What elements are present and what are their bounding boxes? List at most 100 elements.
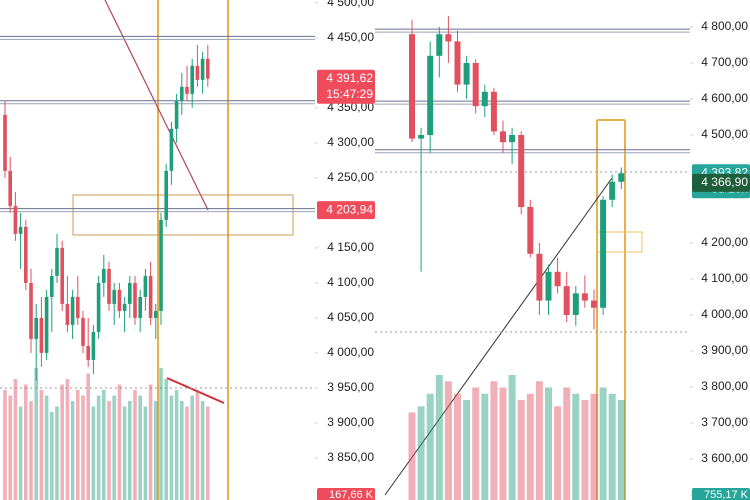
volume-bar <box>39 390 44 500</box>
volume-bar <box>563 387 571 500</box>
countdown-label: 15:47:29 <box>326 87 373 101</box>
candle-body <box>159 219 163 311</box>
volume-bar <box>554 406 562 500</box>
volume-bar <box>526 393 534 500</box>
volume-bar <box>13 379 18 500</box>
volume-bar <box>545 387 552 500</box>
candle-body <box>50 275 54 297</box>
candle-body <box>112 289 116 304</box>
volume-bar <box>169 395 174 500</box>
candle-body <box>13 205 18 234</box>
candle-body <box>8 170 12 206</box>
candle-body <box>55 247 59 276</box>
volume-bar <box>164 379 168 500</box>
candle-body <box>169 128 174 171</box>
volume-bar <box>117 384 122 500</box>
chart-panel: 4 500,004 450,004 350,004 300,004 250,00… <box>0 0 375 500</box>
trend-line <box>166 377 225 404</box>
candle-body <box>117 289 122 311</box>
volume-bar <box>44 395 49 500</box>
y-tick-label: 4 500,00 <box>327 0 374 9</box>
volume-bar <box>608 393 616 500</box>
volume-bar <box>463 400 471 500</box>
candle-body <box>44 296 49 353</box>
candle-body <box>148 275 153 318</box>
volume-bar <box>185 406 189 500</box>
candle-body <box>206 58 210 79</box>
candle-body <box>133 282 137 318</box>
volume-bar <box>148 384 153 500</box>
candle-body <box>600 199 607 308</box>
candle-body <box>86 345 90 360</box>
y-tick-label: 4 100,00 <box>327 275 374 289</box>
volume-bar <box>517 400 525 500</box>
drawings <box>0 0 690 500</box>
candle-body <box>527 206 534 254</box>
candle-body <box>572 293 579 315</box>
candle-body <box>60 247 64 304</box>
volume-bar <box>444 381 452 500</box>
candle-body <box>200 58 205 80</box>
volume-bar <box>34 368 38 500</box>
y-tick-label: 4 000,00 <box>327 345 374 359</box>
y-tick-label: 4 500,00 <box>701 127 748 141</box>
volume-bar <box>490 381 498 500</box>
volume-bar <box>499 387 507 500</box>
y-tick-label: 3 700,00 <box>701 415 748 429</box>
candle-body <box>436 34 443 56</box>
volume-bar <box>133 390 137 500</box>
candle-body <box>3 114 7 171</box>
candle-body <box>18 226 23 234</box>
y-tick-label: 3 950,00 <box>327 380 374 394</box>
candle-body <box>154 310 158 318</box>
candle-body <box>195 65 200 80</box>
y-tick-label: 3 900,00 <box>327 415 374 429</box>
y-tick-label: 4 600,00 <box>701 91 748 105</box>
volume-label: 167,66 K <box>329 489 374 500</box>
volume-bar <box>190 395 194 500</box>
volume-bar <box>143 406 148 500</box>
candle-body <box>190 65 194 94</box>
candle-body <box>24 226 28 283</box>
volume-bar <box>138 395 142 500</box>
candle-body <box>454 41 461 85</box>
volume-bar <box>70 401 75 500</box>
volume-bar <box>96 395 101 500</box>
volume-bar <box>55 406 59 500</box>
y-tick-label: 4 300,00 <box>327 135 374 149</box>
candle-body <box>427 55 434 135</box>
volume-bar <box>107 401 111 500</box>
candle-body <box>180 86 184 101</box>
candle-body <box>96 282 101 332</box>
candle-body <box>490 91 497 132</box>
y-tick-label: 4 800,00 <box>701 19 748 33</box>
candle-body <box>618 173 625 182</box>
volume-bar <box>206 406 210 500</box>
candle-body <box>500 131 506 143</box>
candle-body <box>76 296 80 318</box>
volume-bar <box>154 401 158 500</box>
zone-box <box>596 231 643 253</box>
y-tick-label: 3 900,00 <box>701 343 748 357</box>
volume-bar <box>65 379 70 500</box>
candle-body <box>581 293 588 301</box>
candle-body <box>481 91 488 107</box>
marked-price-box <box>317 201 375 220</box>
candle-body <box>463 62 470 85</box>
candle-body <box>545 271 552 301</box>
volume-bar <box>581 400 589 500</box>
y-tick-label: 4 700,00 <box>701 55 748 69</box>
candle-body <box>128 282 132 304</box>
chart-panel: 4 800,00 4 700,00 4 600,00 4 500,00 4 200,00… <box>375 16 750 500</box>
y-tick-label: 4 450,00 <box>327 30 374 44</box>
candle-body <box>536 253 543 301</box>
volume-label-box <box>692 488 750 500</box>
candle-body <box>591 300 597 308</box>
volume-bar <box>86 373 90 500</box>
candle-body <box>70 296 75 325</box>
volume-bar <box>435 375 443 500</box>
volume-bar <box>24 384 28 500</box>
candle-body <box>164 170 168 220</box>
volume-bar <box>590 393 598 500</box>
